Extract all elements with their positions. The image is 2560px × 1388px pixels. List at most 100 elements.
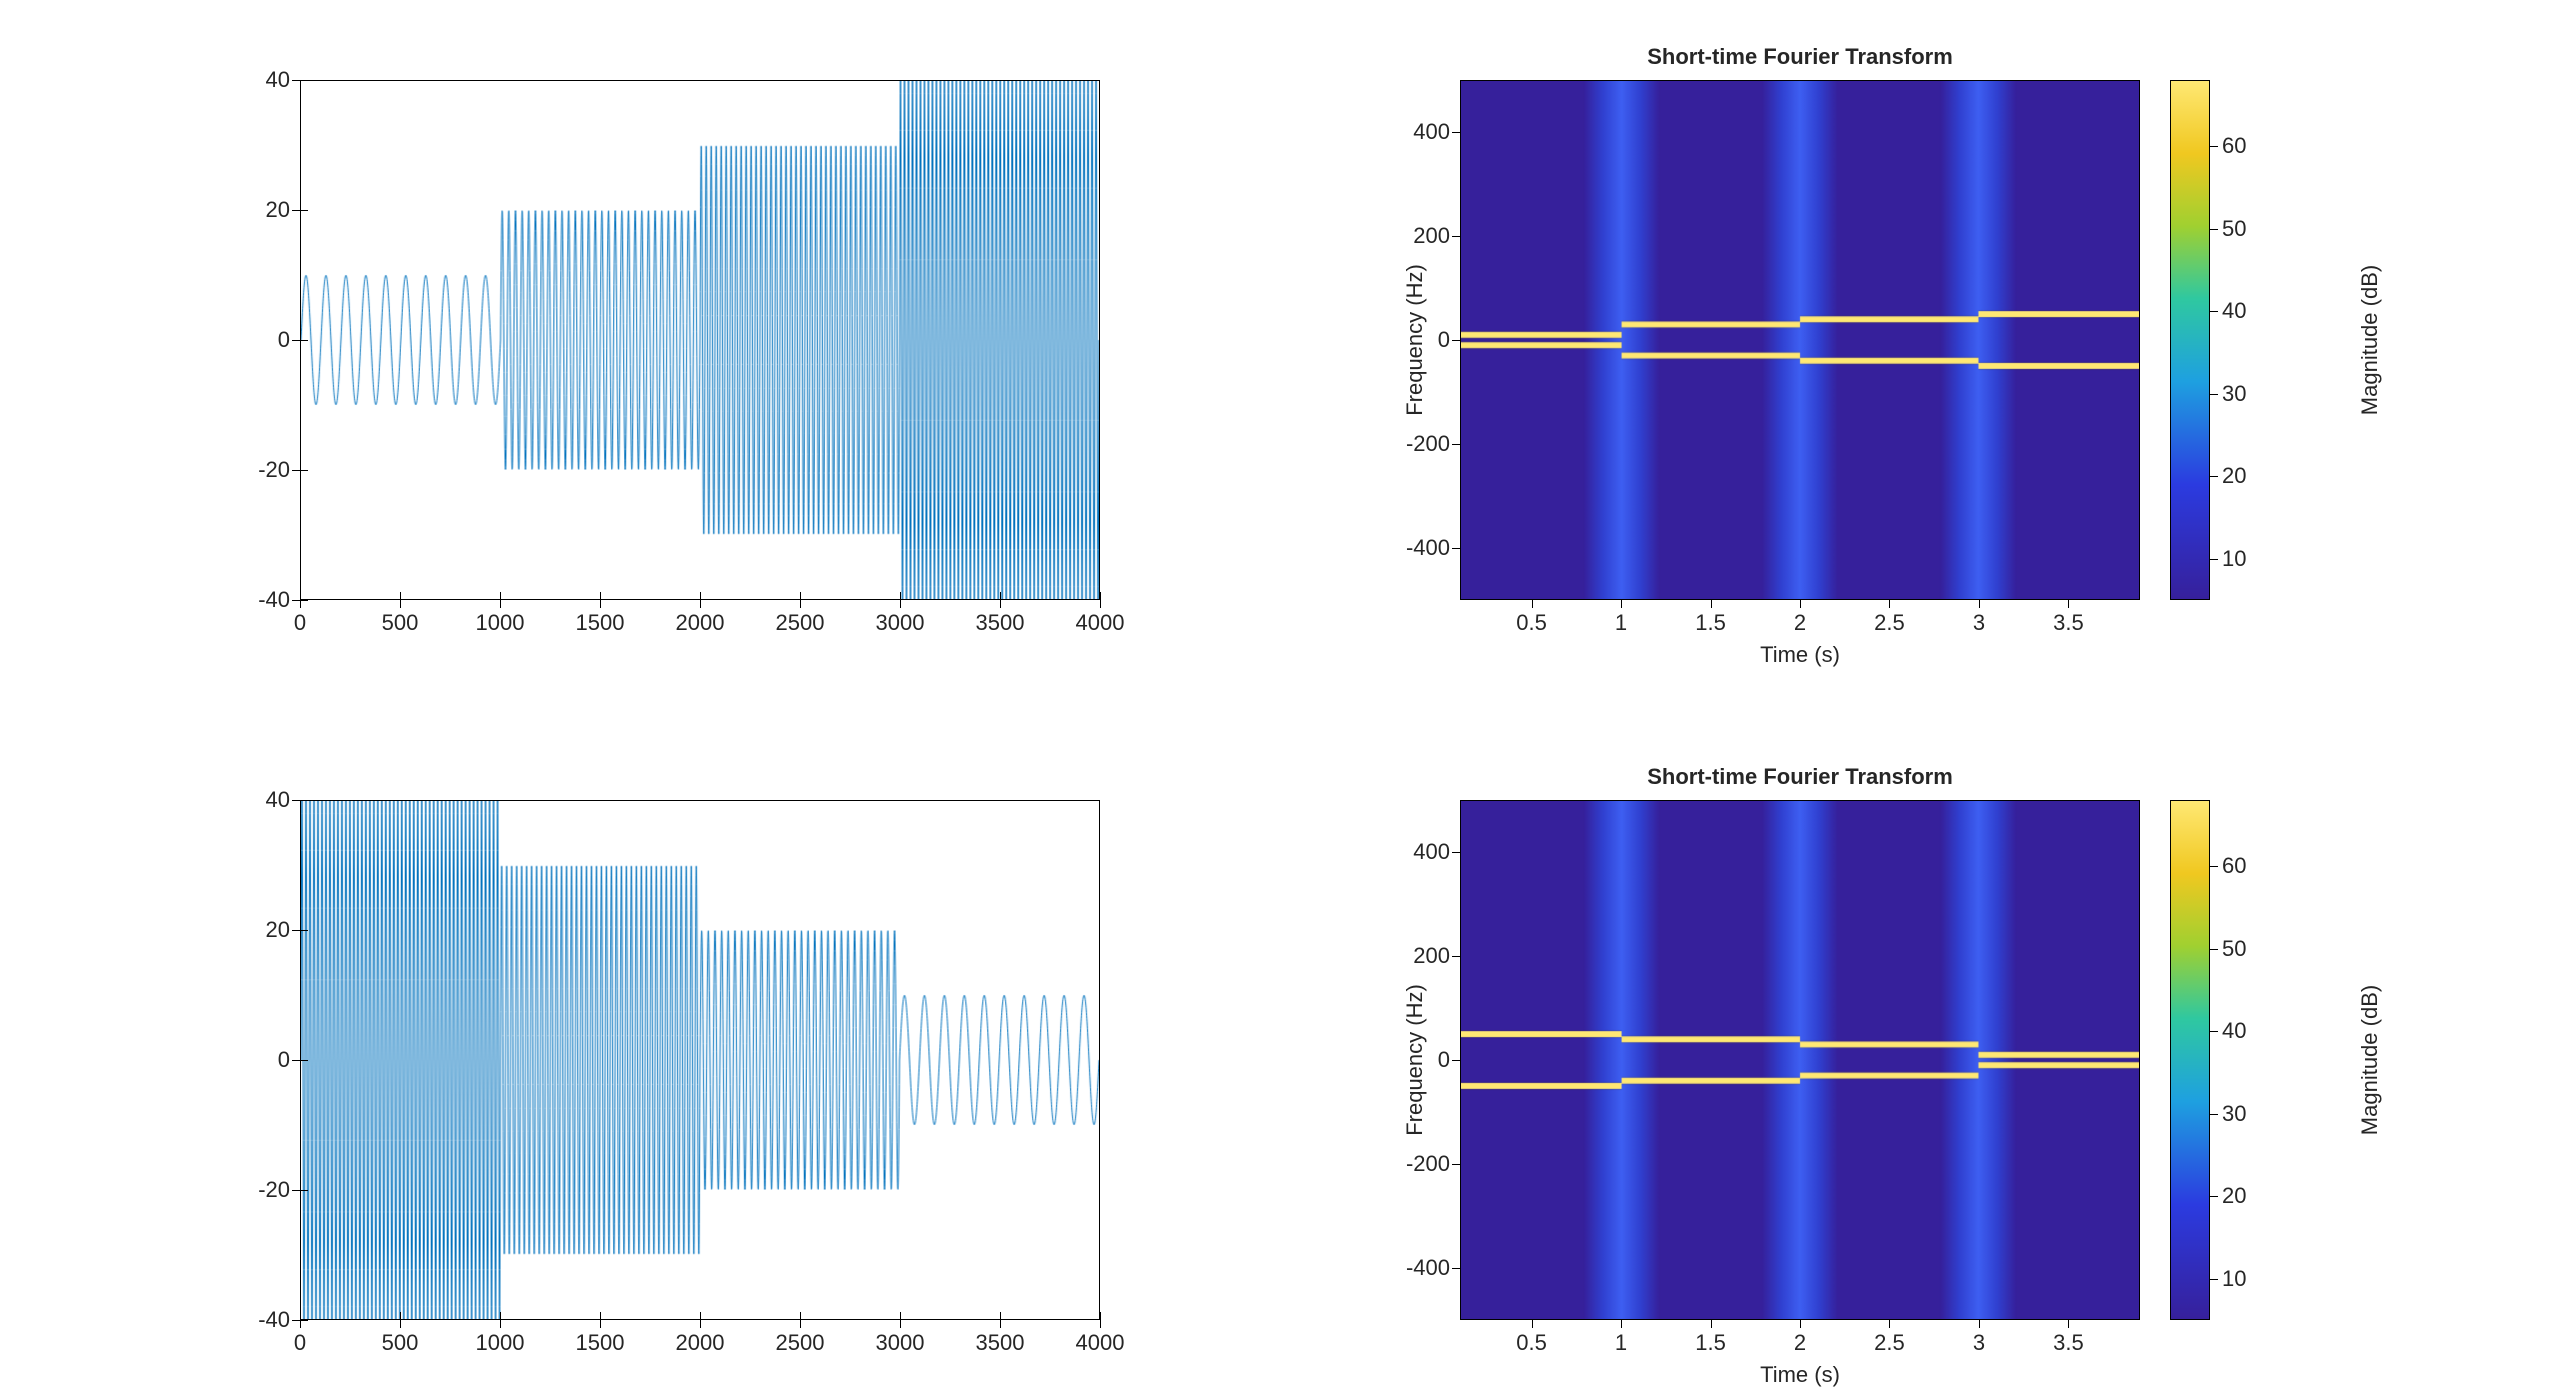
panel-br-ytick — [1452, 956, 1460, 957]
panel-tr-xtick-label: 0.5 — [1507, 610, 1557, 636]
panel-tr-title: Short-time Fourier Transform — [1640, 44, 1960, 72]
panel-br-cb-tick — [2210, 1114, 2218, 1115]
panel-bl-xtick — [1000, 1320, 1001, 1328]
panel-bl-axes — [300, 800, 1100, 1320]
panel-tr-cb-tick-label: 20 — [2222, 463, 2272, 489]
panel-tr-spectrogram — [1461, 81, 2139, 599]
panel-tr-ytick — [1452, 444, 1460, 445]
panel-tr-xtick-label: 2.5 — [1864, 610, 1914, 636]
panel-tl-ytick — [292, 210, 300, 211]
panel-tr-cb-tick — [2210, 146, 2218, 147]
panel-tr-cb-tick-label: 10 — [2222, 546, 2272, 572]
panel-tl-ytick — [292, 470, 300, 471]
panel-br-spectrogram — [1461, 801, 2139, 1319]
panel-bl-ytick — [292, 930, 300, 931]
panel-br-ytick-label: -400 — [1380, 1255, 1450, 1281]
panel-tl-xtick — [1100, 600, 1101, 608]
panel-tr-cb-tick — [2210, 311, 2218, 312]
panel-bl-xtick — [500, 1320, 501, 1328]
panel-bl-ytick-label: 0 — [230, 1047, 290, 1073]
panel-tr-axes — [1460, 80, 2140, 600]
panel-tl-ytick — [292, 80, 300, 81]
panel-tl-xtick-label: 4000 — [1070, 610, 1130, 636]
panel-tl-xtick — [300, 600, 301, 608]
panel-br-xtick — [1532, 1320, 1533, 1328]
panel-bl-ytick — [292, 800, 300, 801]
panel-tr-cb-tick — [2210, 229, 2218, 230]
panel-tr-ylabel: Frequency (Hz) — [1402, 250, 1428, 430]
panel-br-cb-tick-label: 30 — [2222, 1101, 2272, 1127]
panel-bl-xtick-label: 2000 — [670, 1330, 730, 1356]
panel-tr-xlabel: Time (s) — [1740, 642, 1860, 668]
panel-tr-ytick — [1452, 236, 1460, 237]
panel-br-cb-tick-label: 20 — [2222, 1183, 2272, 1209]
panel-tl-ytick-label: 20 — [230, 197, 290, 223]
panel-tr-cb-label: Magnitude (dB) — [2357, 240, 2383, 440]
panel-bl-ytick — [292, 1060, 300, 1061]
panel-tl-ytick-label: -20 — [230, 457, 290, 483]
panel-tl-xtick — [900, 600, 901, 608]
panel-tl-plot — [301, 81, 1099, 599]
panel-br-xtick — [1979, 1320, 1980, 1328]
panel-tl-ytick-label: -40 — [230, 587, 290, 613]
panel-tl-xtick-label: 2000 — [670, 610, 730, 636]
panel-tr-cb-tick — [2210, 559, 2218, 560]
panel-bl-ytick — [292, 1320, 300, 1321]
panel-tl-xtick-label: 2500 — [770, 610, 830, 636]
panel-tr-cb-tick-label: 50 — [2222, 216, 2272, 242]
panel-bl-ytick-label: 20 — [230, 917, 290, 943]
panel-br-axes — [1460, 800, 2140, 1320]
panel-br-title: Short-time Fourier Transform — [1640, 764, 1960, 792]
panel-tl-xtick — [1000, 600, 1001, 608]
panel-br-xtick-label: 3.5 — [2043, 1330, 2093, 1356]
panel-bl-xtick-label: 1500 — [570, 1330, 630, 1356]
panel-bl-xtick — [300, 1320, 301, 1328]
panel-tr-cb-tick — [2210, 476, 2218, 477]
panel-tr-xtick-label: 1 — [1596, 610, 1646, 636]
panel-tr-ytick-label: -400 — [1380, 535, 1450, 561]
panel-bl-xtick — [400, 1320, 401, 1328]
panel-br-xlabel: Time (s) — [1740, 1362, 1860, 1388]
panel-tl-xtick-label: 500 — [370, 610, 430, 636]
panel-bl-xtick-label: 1000 — [470, 1330, 530, 1356]
panel-tr-ytick-label: -200 — [1380, 431, 1450, 457]
panel-bl-xtick-label: 2500 — [770, 1330, 830, 1356]
panel-tl-xtick — [400, 600, 401, 608]
panel-tl-xtick-label: 3500 — [970, 610, 1030, 636]
panel-br-xtick — [1711, 1320, 1712, 1328]
panel-tl-ytick — [292, 340, 300, 341]
panel-tl-axes — [300, 80, 1100, 600]
panel-tr-xtick — [1532, 600, 1533, 608]
panel-br-ytick-label: 200 — [1380, 943, 1450, 969]
panel-tl-xtick-label: 3000 — [870, 610, 930, 636]
panel-br-cb-tick — [2210, 1031, 2218, 1032]
panel-br-cb-tick — [2210, 866, 2218, 867]
panel-tl-xtick — [500, 600, 501, 608]
panel-tl-xtick-label: 0 — [270, 610, 330, 636]
panel-bl-xtick-label: 500 — [370, 1330, 430, 1356]
panel-tl-xtick — [600, 600, 601, 608]
panel-br-xtick-label: 2 — [1775, 1330, 1825, 1356]
panel-br-ylabel: Frequency (Hz) — [1402, 970, 1428, 1150]
panel-tr-xtick-label: 3 — [1954, 610, 2004, 636]
panel-tr-cb-tick — [2210, 394, 2218, 395]
panel-tl-ytick-label: 0 — [230, 327, 290, 353]
panel-tr-xtick-label: 1.5 — [1686, 610, 1736, 636]
panel-tr-ytick-label: 200 — [1380, 223, 1450, 249]
panel-tr-ytick-label: 400 — [1380, 119, 1450, 145]
panel-br-xtick-label: 2.5 — [1864, 1330, 1914, 1356]
panel-bl-xtick-label: 0 — [270, 1330, 330, 1356]
panel-br-ytick — [1452, 1268, 1460, 1269]
panel-br-xtick-label: 3 — [1954, 1330, 2004, 1356]
panel-tr-xtick-label: 2 — [1775, 610, 1825, 636]
panel-tr-xtick — [1621, 600, 1622, 608]
panel-bl-ytick-label: -20 — [230, 1177, 290, 1203]
panel-br-ytick — [1452, 1164, 1460, 1165]
panel-bl-ytick-label: 40 — [230, 787, 290, 813]
panel-tr-ytick — [1452, 340, 1460, 341]
panel-br-xtick-label: 0.5 — [1507, 1330, 1557, 1356]
panel-tr-cb-tick-label: 30 — [2222, 381, 2272, 407]
panel-tr-xtick — [1800, 600, 1801, 608]
panel-bl-xtick — [700, 1320, 701, 1328]
figure: 05001000150020002500300035004000-40-2002… — [0, 0, 2560, 1375]
